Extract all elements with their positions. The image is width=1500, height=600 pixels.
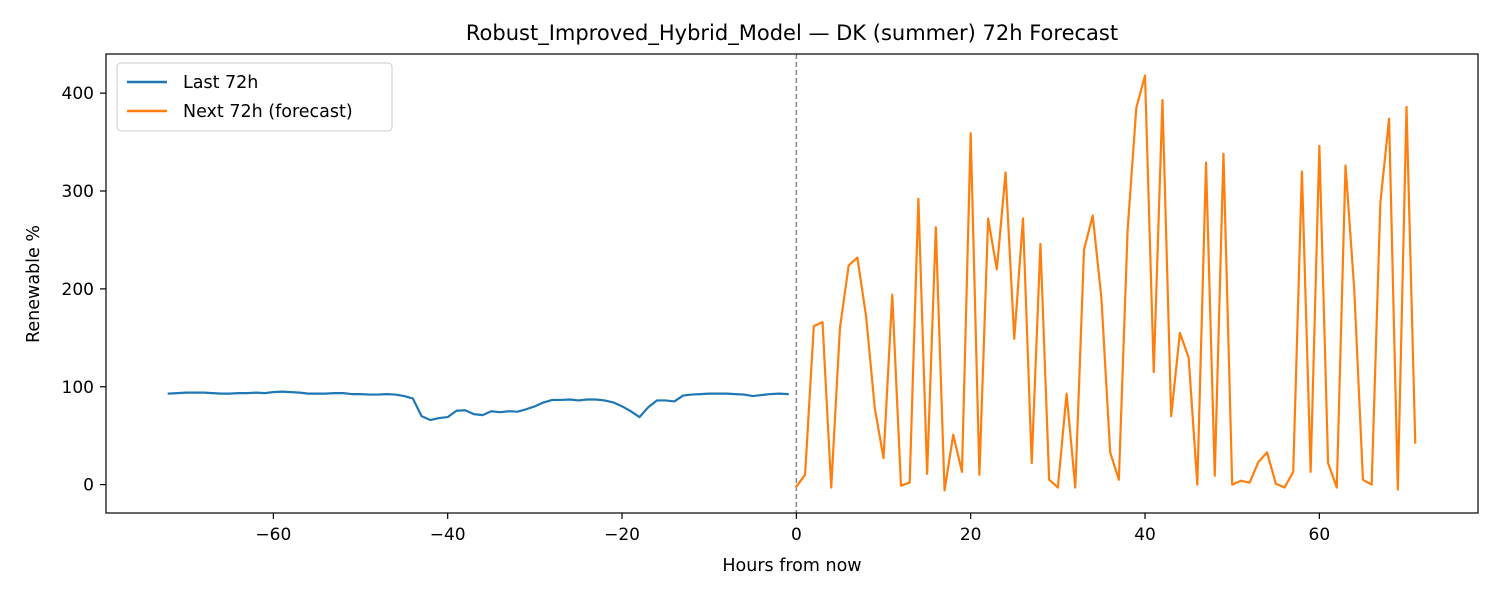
legend-label: Last 72h — [183, 73, 258, 93]
plot-area — [167, 54, 1417, 513]
x-tick-label: −40 — [430, 525, 466, 545]
axes: −60 −40 −20 0 20 40 60 0 100 200 300 400 — [62, 84, 1331, 545]
x-tick-label: −20 — [604, 525, 640, 545]
plot-frame — [105, 53, 1479, 514]
x-tick-label: 60 — [1309, 525, 1331, 545]
y-tick-label: 0 — [83, 476, 94, 496]
x-tick-label: −60 — [255, 525, 291, 545]
y-tick-label: 400 — [62, 84, 94, 104]
y-tick-label: 300 — [62, 182, 94, 202]
legend-label: Next 72h (forecast) — [183, 102, 353, 122]
x-axis-label: Hours from now — [722, 556, 861, 576]
series-line-next-72h-forecast — [794, 74, 1417, 492]
y-tick-label: 200 — [62, 280, 94, 300]
series-line-last-72h — [167, 390, 789, 422]
x-tick-label: 40 — [1134, 525, 1156, 545]
legend-box — [116, 62, 393, 132]
x-tick-label: 20 — [960, 525, 982, 545]
chart-title: Robust_Improved_Hybrid_Model — DK (summe… — [466, 21, 1118, 46]
y-axis-label: Renewable % — [24, 225, 44, 343]
x-tick-label: 0 — [791, 525, 802, 545]
legend: Last 72h Next 72h (forecast) — [116, 62, 393, 132]
y-tick-label: 100 — [62, 378, 94, 398]
